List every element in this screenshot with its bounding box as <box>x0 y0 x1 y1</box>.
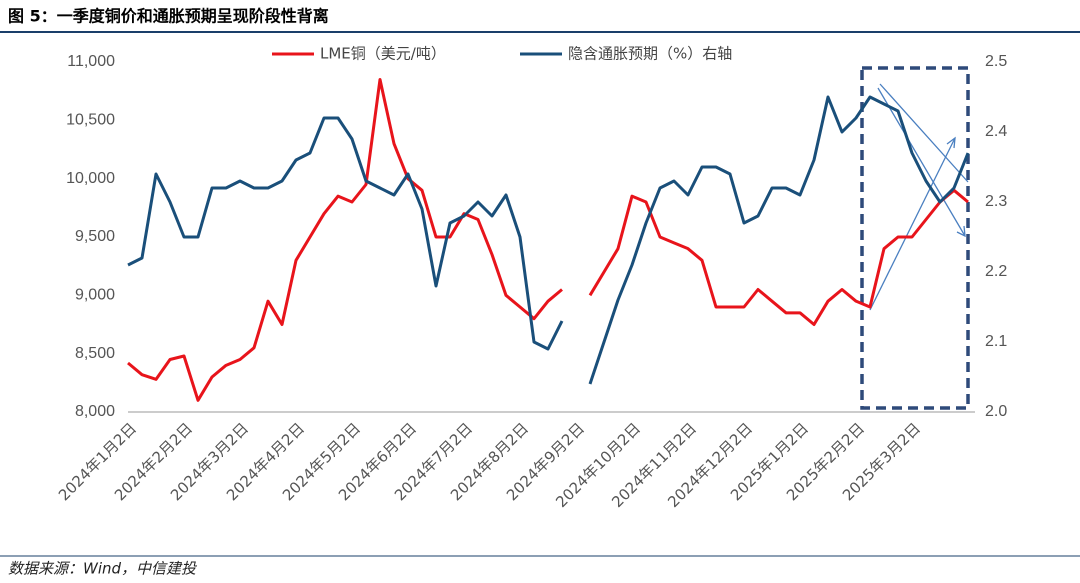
y2-tick-label: 2.3 <box>985 193 1007 210</box>
y2-tick-label: 2.5 <box>985 53 1007 70</box>
y-tick-label: 8,000 <box>75 403 115 420</box>
legend-label: 隐含通胀预期（%）右轴 <box>568 45 732 63</box>
trend-arrows <box>869 83 969 311</box>
series-line <box>127 78 969 402</box>
y2-tick-label: 2.1 <box>985 333 1007 350</box>
y-tick-label: 10,500 <box>66 112 115 129</box>
y-tick-label: 9,000 <box>75 287 115 304</box>
y2-tick-label: 2.4 <box>985 123 1007 140</box>
y-tick-label: 11,000 <box>67 53 115 70</box>
y2-tick-label: 2.2 <box>985 263 1007 280</box>
chart-title: 图 5：一季度铜价和通胀预期呈现阶段性背离 <box>8 7 329 26</box>
y2-tick-label: 2.0 <box>985 403 1007 420</box>
y-tick-label: 10,000 <box>66 170 115 187</box>
highlight-box <box>860 66 970 410</box>
y-tick-label: 8,500 <box>75 345 115 362</box>
source: 数据来源：Wind，中信建投 <box>8 560 198 578</box>
y-tick-label: 9,500 <box>75 228 115 245</box>
series-line <box>127 95 970 385</box>
legend-label: LME铜（美元/吨） <box>320 45 446 63</box>
